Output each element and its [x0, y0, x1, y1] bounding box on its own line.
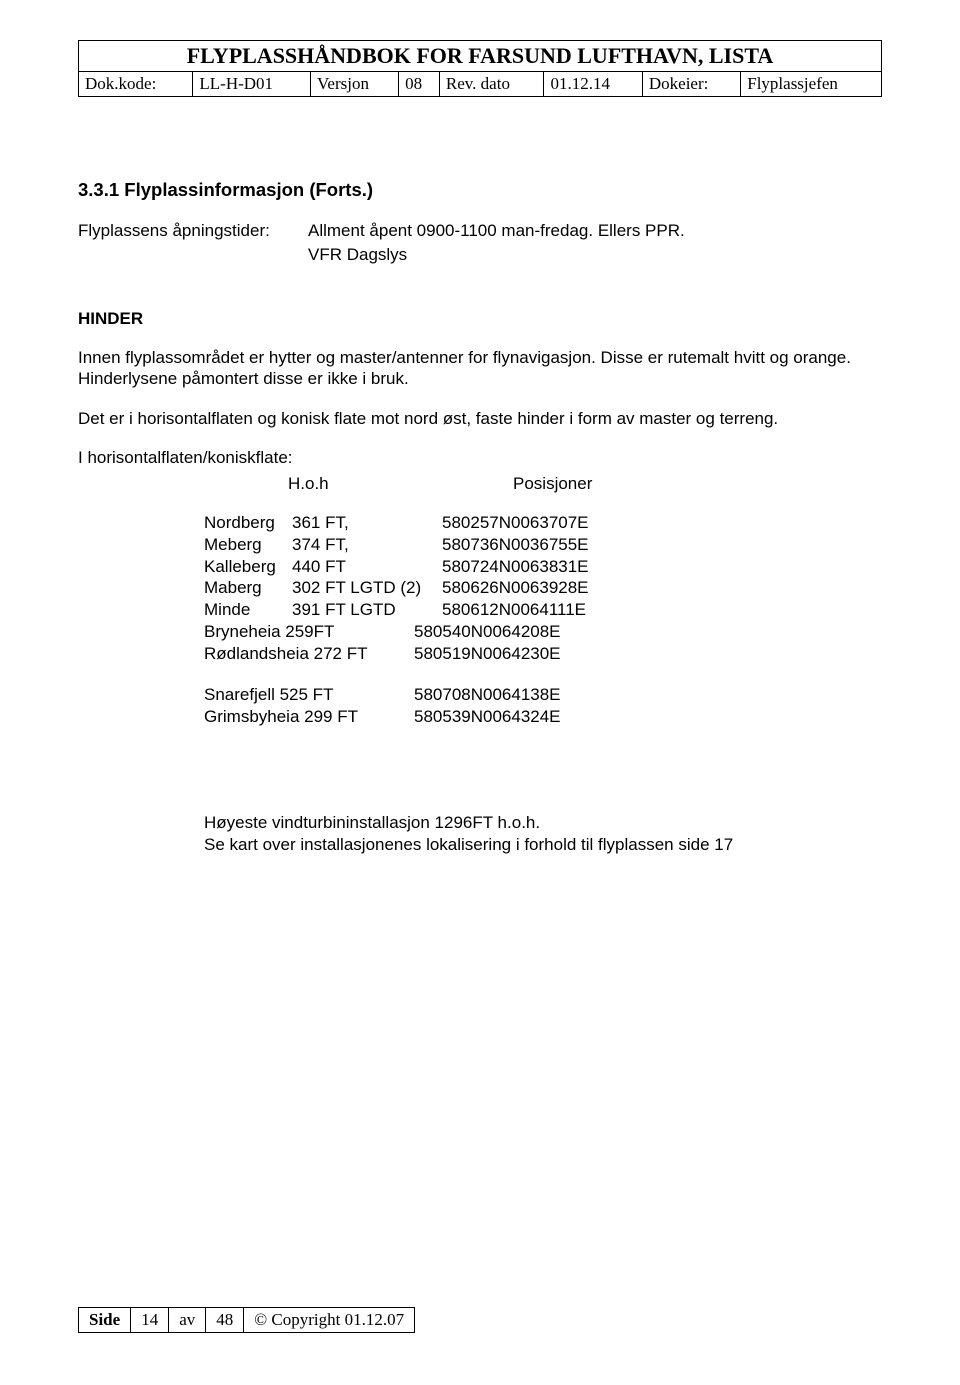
obstacle-ft: 391 FT LGTD — [292, 599, 442, 621]
opening-hours-row: Flyplassens åpningstider: Allment åpent … — [78, 221, 882, 241]
versjon-label: Versjon — [311, 72, 399, 97]
obstacle-position: 580736N0036755E — [442, 534, 589, 556]
footer-av-label: av — [169, 1308, 206, 1333]
hoh-header-row: H.o.h Posisjoner — [78, 474, 882, 494]
obstacle-row: Meberg374 FT,580736N0036755E — [204, 534, 882, 556]
hinder-heading: HINDER — [78, 309, 882, 329]
obstacle-position: 580257N0063707E — [442, 512, 589, 534]
footer-page: 14 — [131, 1308, 169, 1333]
header-meta-table: Dok.kode: LL-H-D01 Versjon 08 Rev. dato … — [78, 71, 882, 97]
hinder-para1: Innen flyplassområdet er hytter og maste… — [78, 347, 882, 390]
obstacle-row: Grimsbyheia 299 FT580539N0064324E — [204, 706, 882, 728]
obstacle-list-b: Snarefjell 525 FT580708N0064138EGrimsbyh… — [204, 684, 882, 728]
footer-table: Side 14 av 48 © Copyright 01.12.07 — [78, 1307, 415, 1333]
hoh-label: H.o.h — [288, 474, 513, 494]
obstacle-name: Maberg — [204, 577, 292, 599]
obstacle-ft: 302 FT LGTD (2) — [292, 577, 442, 599]
obstacle-position: 580626N0063928E — [442, 577, 589, 599]
obstacle-row: Minde391 FT LGTD580612N0064111E — [204, 599, 882, 621]
obstacle-position: 580519N0064230E — [414, 643, 561, 665]
obstacle-position: 580708N0064138E — [414, 684, 561, 706]
obstacle-name-ft: Snarefjell 525 FT — [204, 684, 414, 706]
obstacle-name-ft: Bryneheia 259FT — [204, 621, 414, 643]
section-heading: 3.3.1 Flyplassinformasjon (Forts.) — [78, 179, 882, 201]
obstacle-ft: 361 FT, — [292, 512, 442, 534]
obstacle-position: 580724N0063831E — [442, 556, 589, 578]
obstacle-position: 580540N0064208E — [414, 621, 561, 643]
footer-side-label: Side — [79, 1308, 131, 1333]
obstacle-row: Snarefjell 525 FT580708N0064138E — [204, 684, 882, 706]
obstacle-name-ft: Rødlandsheia 272 FT — [204, 643, 414, 665]
dokeier-label: Dokeier: — [642, 72, 740, 97]
obstacle-row: Nordberg361 FT,580257N0063707E — [204, 512, 882, 534]
obstacle-ft: 374 FT, — [292, 534, 442, 556]
hinder-para3: I horisontalflaten/koniskflate: — [78, 447, 882, 468]
obstacle-list-a: Nordberg361 FT,580257N0063707EMeberg374 … — [204, 512, 882, 664]
obstacle-name: Nordberg — [204, 512, 292, 534]
dokeier-value: Flyplassjefen — [741, 72, 882, 97]
obstacle-row: Bryneheia 259FT580540N0064208E — [204, 621, 882, 643]
revdato-label: Rev. dato — [439, 72, 544, 97]
footnote-line1: Høyeste vindturbininstallasjon 1296FT h.… — [204, 812, 882, 834]
revdato-value: 01.12.14 — [544, 72, 642, 97]
footnote-line2: Se kart over installasjonenes lokaliseri… — [204, 834, 882, 856]
opening-label: Flyplassens åpningstider: — [78, 221, 308, 241]
obstacle-name: Meberg — [204, 534, 292, 556]
dokkode-value: LL-H-D01 — [193, 72, 311, 97]
footer-copyright: © Copyright 01.12.07 — [244, 1308, 415, 1333]
obstacle-name: Minde — [204, 599, 292, 621]
footer-total: 48 — [206, 1308, 244, 1333]
opening-line1: Allment åpent 0900-1100 man-fredag. Elle… — [308, 221, 882, 241]
obstacle-name-ft: Grimsbyheia 299 FT — [204, 706, 414, 728]
versjon-value: 08 — [399, 72, 440, 97]
obstacle-ft: 440 FT — [292, 556, 442, 578]
obstacle-row: Maberg302 FT LGTD (2)580626N0063928E — [204, 577, 882, 599]
posisjoner-label: Posisjoner — [513, 474, 592, 494]
obstacle-row: Kalleberg440 FT580724N0063831E — [204, 556, 882, 578]
opening-line2: VFR Dagslys — [308, 245, 882, 265]
header-title: FLYPLASSHÅNDBOK FOR FARSUND LUFTHAVN, LI… — [78, 40, 882, 71]
obstacle-position: 580612N0064111E — [442, 599, 586, 621]
obstacle-row: Rødlandsheia 272 FT580519N0064230E — [204, 643, 882, 665]
obstacle-name: Kalleberg — [204, 556, 292, 578]
footnote-block: Høyeste vindturbininstallasjon 1296FT h.… — [204, 812, 882, 856]
hinder-para2: Det er i horisontalflaten og konisk flat… — [78, 408, 882, 429]
obstacle-position: 580539N0064324E — [414, 706, 561, 728]
dokkode-label: Dok.kode: — [79, 72, 193, 97]
